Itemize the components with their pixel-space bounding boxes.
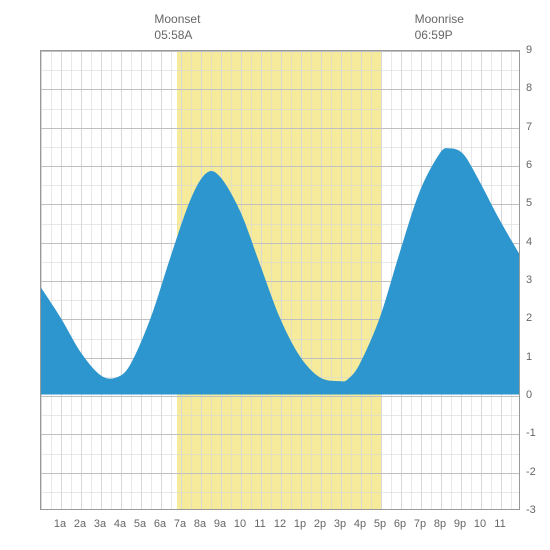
x-tick-label: 11 (250, 518, 270, 530)
y-tick-label: 6 (526, 159, 546, 171)
x-axis-labels: 1a2a3a4a5a6a7a8a9a1011121p2p3p4p5p6p7p8p… (50, 518, 510, 530)
x-tick-label: 11 (490, 518, 510, 530)
x-tick-label: 2p (310, 518, 330, 530)
x-tick-label: 1a (50, 518, 70, 530)
x-tick-label: 7a (170, 518, 190, 530)
y-tick-label: -3 (526, 504, 546, 516)
tide-area-series (41, 51, 519, 509)
moonrise-annotation: Moonrise 06:59P (415, 12, 464, 43)
x-tick-label: 9a (210, 518, 230, 530)
y-tick-label: 5 (526, 197, 546, 209)
x-tick-label: 9p (450, 518, 470, 530)
x-tick-label: 1p (290, 518, 310, 530)
y-tick-label: 2 (526, 312, 546, 324)
x-tick-label: 3p (330, 518, 350, 530)
y-tick-label: 3 (526, 274, 546, 286)
x-tick-label: 2a (70, 518, 90, 530)
moonrise-label: Moonrise (415, 12, 464, 28)
plot-area (40, 50, 520, 510)
y-axis-labels: -3-2-10123456789 (526, 50, 546, 510)
x-tick-label: 10 (470, 518, 490, 530)
x-tick-label: 6a (150, 518, 170, 530)
x-tick-label: 8p (430, 518, 450, 530)
x-tick-label: 7p (410, 518, 430, 530)
y-tick-label: -1 (526, 427, 546, 439)
y-tick-label: 0 (526, 389, 546, 401)
y-tick-label: 9 (526, 44, 546, 56)
moonset-label: Moonset (154, 12, 200, 28)
moonrise-value: 06:59P (415, 28, 464, 44)
moonset-annotation: Moonset 05:58A (154, 12, 200, 43)
x-tick-label: 8a (190, 518, 210, 530)
y-tick-label: 1 (526, 351, 546, 363)
y-tick-label: -2 (526, 466, 546, 478)
tide-chart: Moonset 05:58A Moonrise 06:59P 1a2a3a4a5… (0, 0, 550, 550)
x-tick-label: 6p (390, 518, 410, 530)
x-tick-label: 12 (270, 518, 290, 530)
x-tick-label: 5a (130, 518, 150, 530)
moonset-value: 05:58A (154, 28, 200, 44)
x-tick-label: 4p (350, 518, 370, 530)
x-tick-label: 4a (110, 518, 130, 530)
x-tick-label: 5p (370, 518, 390, 530)
x-tick-label: 3a (90, 518, 110, 530)
x-tick-label: 10 (230, 518, 250, 530)
y-tick-label: 7 (526, 121, 546, 133)
y-tick-label: 4 (526, 236, 546, 248)
y-tick-label: 8 (526, 82, 546, 94)
